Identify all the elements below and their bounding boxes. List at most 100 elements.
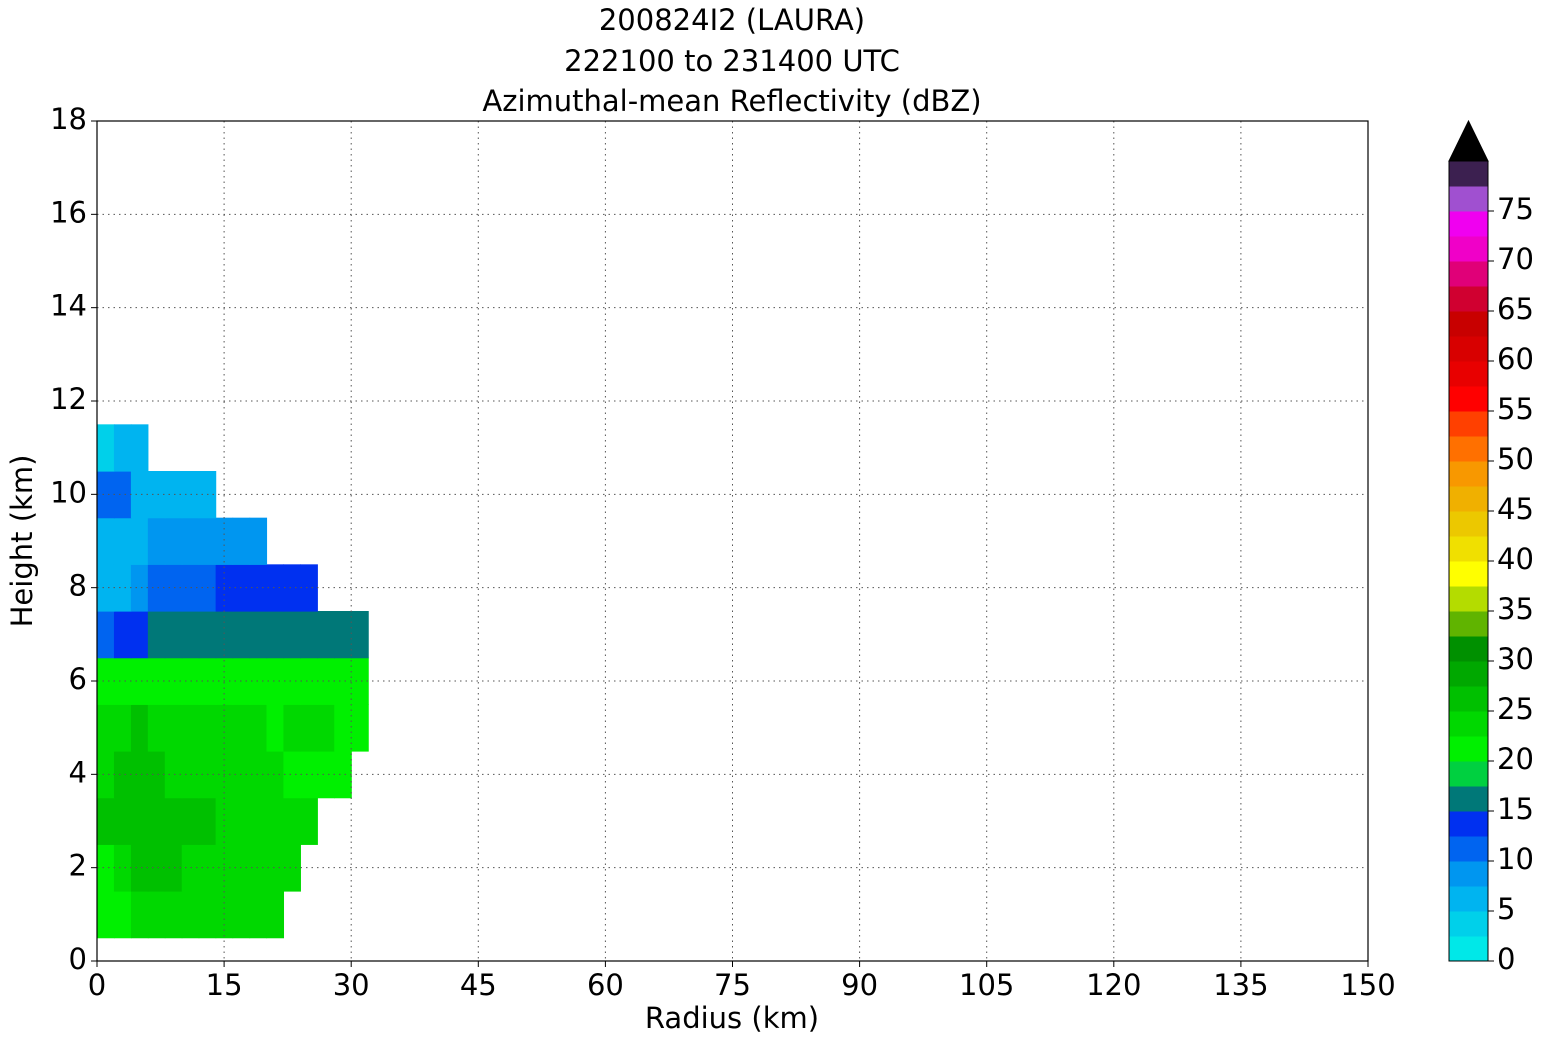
cell (130, 471, 149, 519)
colorbar-extend (1448, 119, 1489, 162)
cell (198, 611, 217, 659)
colorbar-tick-label: 45 (1497, 492, 1534, 526)
colorbar-box (1449, 486, 1488, 512)
colorbar-box (1449, 236, 1488, 262)
x-tick-label: 60 (587, 968, 624, 1002)
cell (147, 611, 166, 659)
cell (181, 611, 200, 659)
cell (317, 657, 335, 705)
colorbar-tick-label: 25 (1497, 692, 1534, 726)
cell (283, 844, 301, 892)
cell (97, 751, 115, 799)
colorbar-tick-label: 65 (1497, 292, 1534, 326)
colorbar-box (1449, 361, 1488, 387)
plot-frame (96, 120, 1369, 962)
cell (317, 751, 335, 799)
cell (249, 797, 268, 845)
y-tick-label: 6 (69, 662, 87, 696)
y-tick-label: 4 (69, 755, 87, 789)
colorbar-tick-label: 40 (1497, 542, 1534, 576)
cell (97, 564, 115, 612)
cell (147, 797, 166, 845)
cell (147, 564, 166, 612)
colorbar-box (1449, 636, 1488, 662)
colorbar-tick-label: 70 (1497, 242, 1534, 276)
y-tick-label: 18 (50, 102, 87, 136)
cell (97, 611, 115, 659)
cell (300, 797, 318, 845)
cell (164, 611, 183, 659)
cell (249, 704, 268, 752)
colorbar-box (1449, 511, 1488, 537)
cell (113, 797, 132, 845)
y-tick-label: 8 (69, 569, 87, 603)
cell (130, 517, 149, 565)
colorbar-box (1449, 761, 1488, 787)
title-line: 200824I2 (LAURA) (599, 3, 865, 37)
colorbar-tick-label: 15 (1497, 792, 1534, 826)
cell (283, 657, 301, 705)
cell (181, 704, 200, 752)
cell (215, 704, 234, 752)
y-tick-label: 2 (69, 849, 87, 883)
cell (249, 611, 268, 659)
cell (113, 471, 132, 519)
cell (164, 564, 183, 612)
y-tick-label: 10 (50, 475, 87, 509)
cell (300, 704, 318, 752)
cell (164, 704, 183, 752)
cell (113, 704, 132, 752)
colorbar-box (1449, 211, 1488, 237)
cell (147, 844, 166, 892)
colorbar-box (1449, 836, 1488, 862)
cell (97, 797, 115, 845)
cell (283, 751, 301, 799)
cell (130, 797, 149, 845)
cell (249, 657, 268, 705)
cell (181, 891, 200, 939)
cell (130, 751, 149, 799)
cell (266, 751, 285, 799)
cell (198, 797, 217, 845)
cell (147, 471, 166, 519)
colorbar-box (1449, 286, 1488, 312)
cell (113, 517, 132, 565)
y-tick-label: 0 (69, 942, 87, 976)
colorbar-box (1449, 736, 1488, 762)
cell (97, 704, 115, 752)
cell (97, 471, 115, 519)
cell (181, 517, 200, 565)
cell (97, 657, 115, 705)
cell (147, 704, 166, 752)
cell (97, 891, 115, 939)
cell (283, 704, 301, 752)
colorbar-box (1449, 886, 1488, 912)
y-axis-label: Height (km) (5, 455, 39, 628)
cell (266, 564, 285, 612)
cell (113, 751, 132, 799)
x-tick-label: 90 (841, 968, 878, 1002)
colorbar-box (1449, 611, 1488, 637)
colorbar-box (1449, 311, 1488, 337)
cell (164, 844, 183, 892)
colorbar-box (1449, 911, 1488, 937)
colorbar-box (1449, 861, 1488, 887)
colorbar-box (1449, 711, 1488, 737)
cell (334, 657, 352, 705)
cell (300, 751, 318, 799)
cell (300, 564, 318, 612)
y-tick-label: 14 (50, 289, 87, 323)
cell (113, 424, 132, 472)
cell (198, 704, 217, 752)
cell (283, 564, 301, 612)
cell (215, 517, 234, 565)
cell (130, 424, 149, 472)
x-tick-label: 15 (206, 968, 243, 1002)
cell (147, 751, 166, 799)
x-tick-label: 45 (460, 968, 497, 1002)
cell (266, 844, 285, 892)
colorbar-box (1449, 686, 1488, 712)
cell (198, 517, 217, 565)
cell (130, 704, 149, 752)
